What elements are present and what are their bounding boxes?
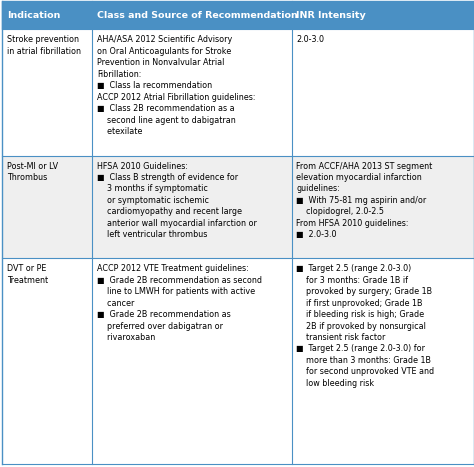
Text: 2.0-3.0: 2.0-3.0	[296, 35, 324, 44]
Text: Class and Source of Recommendation: Class and Source of Recommendation	[97, 11, 298, 20]
Text: INR Intensity: INR Intensity	[296, 11, 366, 20]
Bar	[2, 29, 474, 156]
Text: DVT or PE
Treatment: DVT or PE Treatment	[7, 264, 48, 285]
Bar	[2, 156, 474, 258]
Text: ACCP 2012 VTE Treatment guidelines:
■  Grade 2B recommendation as second
    lin: ACCP 2012 VTE Treatment guidelines: ■ Gr…	[97, 264, 262, 342]
Text: Post-MI or LV
Thrombus: Post-MI or LV Thrombus	[7, 162, 58, 182]
Text: AHA/ASA 2012 Scientific Advisory
on Oral Anticoagulants for Stroke
Prevention in: AHA/ASA 2012 Scientific Advisory on Oral…	[97, 35, 255, 136]
Text: HFSA 2010 Guidelines:
■  Class B strength of evidence for
    3 months if sympto: HFSA 2010 Guidelines: ■ Class B strength…	[97, 162, 257, 239]
Text: Indication: Indication	[7, 11, 61, 20]
Text: From ACCF/AHA 2013 ST segment
elevation myocardial infarction
guidelines:
■  Wit: From ACCF/AHA 2013 ST segment elevation …	[296, 162, 432, 239]
Text: Stroke prevention
in atrial fibrillation: Stroke prevention in atrial fibrillation	[7, 35, 81, 56]
Bar	[2, 1, 474, 29]
Text: ■  Target 2.5 (range 2.0-3.0)
    for 3 months: Grade 1B if
    provoked by surg: ■ Target 2.5 (range 2.0-3.0) for 3 month…	[296, 264, 434, 388]
Bar	[2, 258, 474, 464]
